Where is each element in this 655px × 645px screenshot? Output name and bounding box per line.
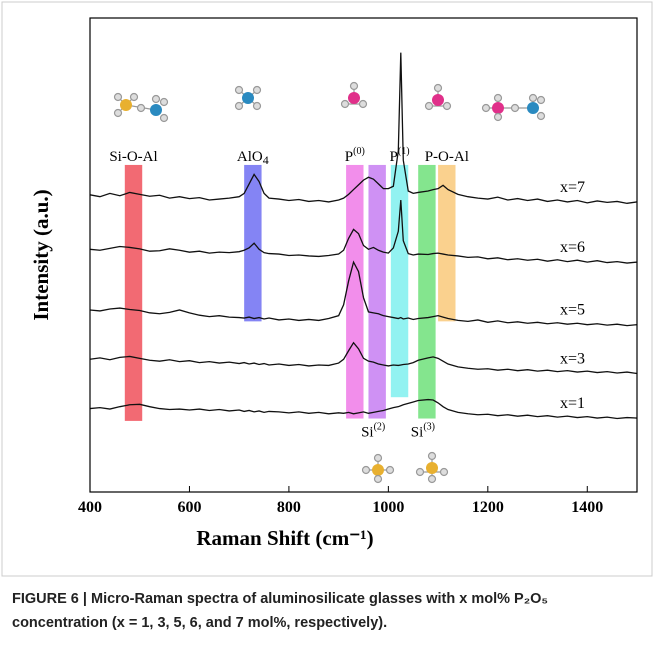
band-label: P(0) bbox=[345, 146, 365, 165]
band-label: Si(2) bbox=[361, 422, 385, 441]
x-tick-label: 600 bbox=[177, 499, 201, 516]
series-label: x=5 bbox=[560, 302, 585, 319]
band-label-text: Si-O-Al bbox=[109, 149, 157, 165]
band-label-text: P bbox=[345, 149, 353, 165]
series-label: x=3 bbox=[560, 351, 585, 368]
x-tick-label: 1000 bbox=[372, 499, 404, 516]
band bbox=[418, 164, 436, 419]
band-label-sup: (2) bbox=[374, 422, 386, 433]
spectrum-line bbox=[89, 341, 638, 375]
band-label: P(1) bbox=[390, 146, 410, 165]
band bbox=[390, 164, 409, 398]
band-label-text: P-O-Al bbox=[425, 149, 469, 165]
spectrum-line bbox=[89, 199, 638, 264]
band-label-sup: (0) bbox=[353, 146, 365, 157]
spectrum-line bbox=[89, 398, 638, 420]
series-label: x=7 bbox=[560, 179, 585, 196]
band-label: Si(3) bbox=[411, 422, 435, 441]
band bbox=[438, 164, 456, 322]
band bbox=[244, 164, 262, 322]
band-label: AlO4 bbox=[237, 149, 269, 167]
x-tick-label: 400 bbox=[78, 499, 102, 516]
spectrum-line bbox=[89, 52, 638, 204]
series-label: x=1 bbox=[560, 395, 585, 412]
band bbox=[368, 164, 386, 419]
plot-frame bbox=[89, 17, 638, 493]
molecule-icons bbox=[113, 81, 546, 484]
band-label-text: AlO bbox=[237, 149, 263, 165]
plot: 400 600 800 1000 1200 1400 x=7 x=6 x=5 x=3 x=1 bbox=[78, 52, 638, 516]
band-label: Si-O-Al bbox=[109, 149, 157, 165]
y-axis-title: Intensity (a.u.) bbox=[29, 189, 53, 320]
figure-frame bbox=[1, 1, 653, 577]
x-tick-label: 1200 bbox=[472, 499, 504, 516]
series-label: x=6 bbox=[560, 239, 585, 256]
band-label-text: P bbox=[390, 149, 398, 165]
x-tick-label: 800 bbox=[277, 499, 301, 516]
band-label-text: Si bbox=[361, 425, 374, 441]
band-label-sub: 4 bbox=[263, 153, 269, 167]
x-axis-title: Raman Shift (cm⁻¹) bbox=[196, 526, 373, 550]
spectrum-line bbox=[89, 260, 638, 327]
band bbox=[346, 164, 364, 419]
band-label: P-O-Al bbox=[425, 149, 469, 165]
band bbox=[124, 164, 143, 421]
band-label-sup: (3) bbox=[423, 422, 435, 433]
figure-caption: FIGURE 6 | Micro-Raman spectra of alumin… bbox=[12, 591, 549, 631]
x-tick-label: 1400 bbox=[571, 499, 603, 516]
band-label-text: Si bbox=[411, 425, 424, 441]
